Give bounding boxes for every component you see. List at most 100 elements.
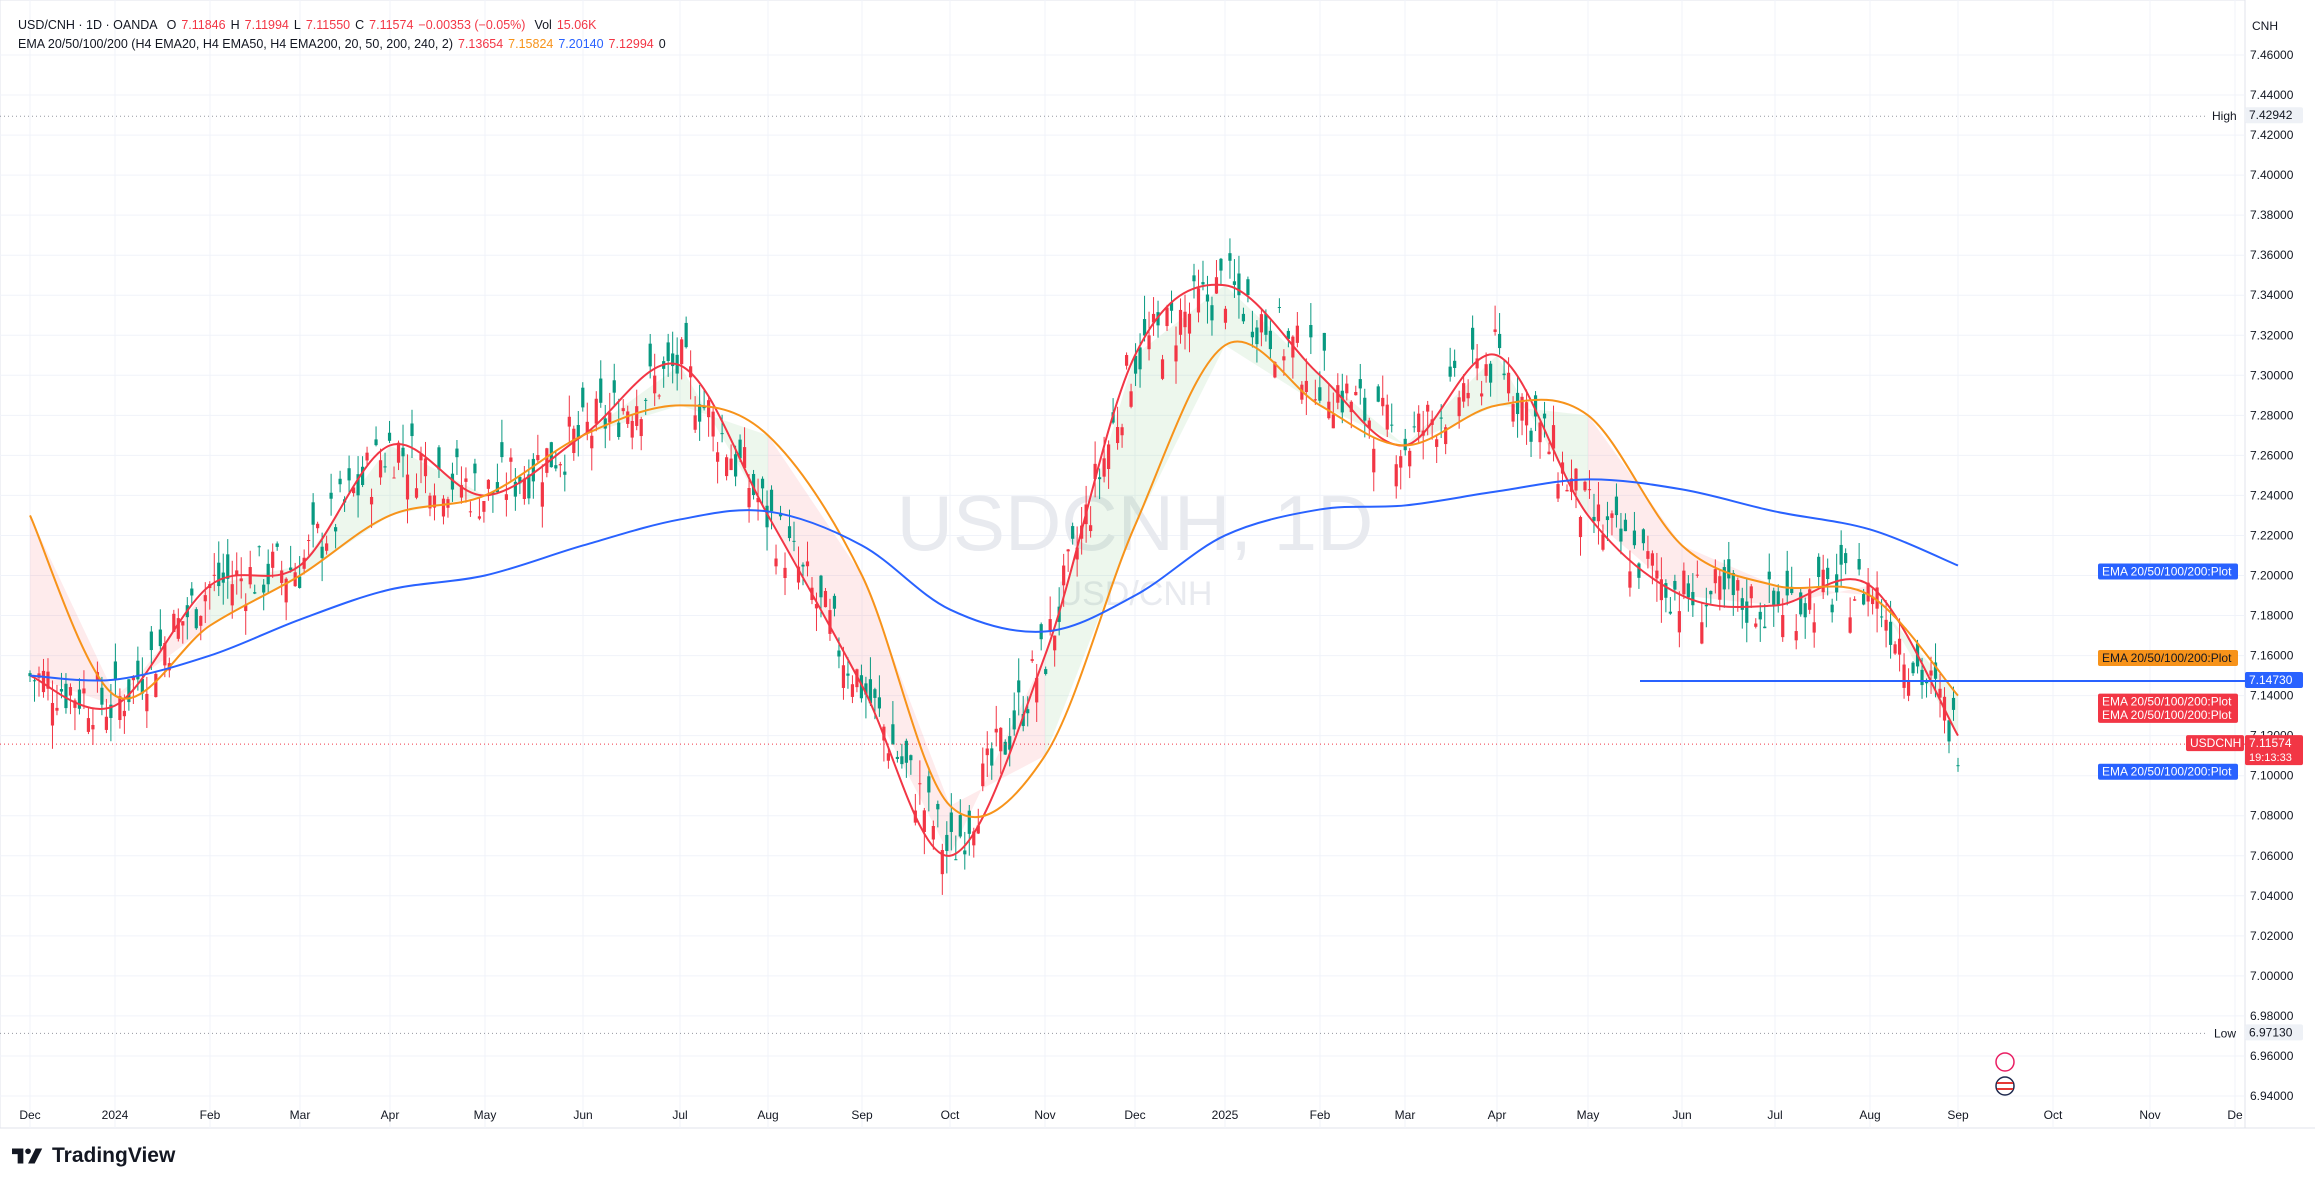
candle-body [1210,305,1214,321]
candle-body [963,850,967,855]
candle-body [1722,567,1726,590]
symbol-title[interactable]: USD/CNH · 1D · OANDA [18,18,158,32]
indicator-title[interactable]: EMA 20/50/100/200 (H4 EMA20, H4 EMA50, H… [18,37,453,51]
candle-body [608,412,612,423]
candle-body [1736,580,1740,591]
hline-price-tag[interactable]: 7.14730 [2245,672,2303,689]
ema-tag-blue-bottom[interactable]: EMA 20/50/100/200:Plot [2098,763,2238,780]
time-tick-label: Aug [757,1108,778,1122]
candle-body [1659,579,1663,601]
us-flag-event-icon[interactable] [1995,1076,2015,1096]
candle-body [1790,586,1794,594]
candle-body [1385,404,1389,430]
price-tick-label: 7.14000 [2250,689,2294,703]
candle-body [450,473,455,490]
candle-body [783,567,787,579]
tradingview-brand[interactable]: TradingView [12,1144,175,1168]
candle-body [145,693,149,712]
candle-body [954,859,958,861]
candle-body [378,460,383,478]
candle-body [387,432,392,441]
candle-body [50,702,55,726]
ema-cloud-segment [1045,355,1135,756]
candle-body [1848,617,1852,633]
candle-body [100,687,104,705]
candle-body [1255,327,1259,345]
candle-body [765,505,769,528]
candle-body [612,380,616,393]
candle-body [837,650,841,657]
price-tick-label: 7.44000 [2250,88,2294,102]
candle-body [311,502,315,525]
price-tick-label: 7.08000 [2250,809,2294,823]
candle-body [1947,720,1951,742]
low-value: 7.11550 [305,18,351,32]
candle-body [1808,589,1812,610]
candle-body [253,592,257,594]
candle-body [873,689,877,698]
candle-body [1772,590,1776,605]
ema-tag-red-2[interactable]: EMA 20/50/100/200:Plot [2098,706,2238,723]
current-symbol-text: USDCNH [2190,736,2241,750]
current-price-tag[interactable]: USDCNH 7.11574 19:13:33 [2186,735,2303,766]
candle-body [945,834,949,851]
candle-body [1758,611,1762,620]
candle-body [814,603,819,609]
candle-body [1875,587,1879,609]
candle-body [1318,387,1322,401]
candle-body [1115,427,1120,444]
candle-body [1466,392,1470,399]
candle-body [1785,570,1789,596]
candle-body [473,463,477,474]
time-tick-label: Aug [1859,1108,1880,1122]
candle-body [1165,307,1169,327]
candle-body [437,447,441,470]
high-label: H [230,18,240,32]
candle-body [266,563,270,585]
candle-body [1444,427,1448,445]
candle-body [432,495,437,508]
ema-tag-red-1[interactable]: EMA 20/50/100/200:Plot [2098,693,2238,710]
current-value-text: 7.11574 [2249,736,2292,750]
candle-body [563,471,567,475]
ema-tag-blue-top[interactable]: EMA 20/50/100/200:Plot [2098,563,2238,580]
candle-body [1686,583,1690,598]
candle-body [999,727,1003,752]
candle-body [1129,391,1133,407]
candle-body [199,616,203,626]
candle-body [59,689,64,692]
ema-tag-orange[interactable]: EMA 20/50/100/200:Plot [2098,649,2238,666]
candle-body [1331,414,1335,429]
candle-body [1399,456,1403,468]
time-tick-label: Mar [290,1108,311,1122]
candle-body [1241,313,1246,322]
candle-body [91,724,95,730]
candle-body [1619,528,1623,542]
candle-body [55,707,59,711]
candle-body [1044,669,1048,674]
flash-event-icon[interactable] [1995,1052,2015,1072]
candle-body [1426,404,1430,412]
candle-body [545,448,549,473]
candle-body [792,540,796,542]
time-tick-label: Mar [1395,1108,1416,1122]
candle-body [1008,736,1012,750]
candle-body [1911,662,1915,674]
candle-body [1614,496,1619,516]
candle-body [684,322,688,348]
currency-label[interactable]: CNH [2252,19,2278,33]
ema200-value: 7.20140 [558,37,604,51]
ema-tag-blue-bottom-text: EMA 20/50/100/200:Plot [2102,765,2232,779]
time-tick-label: Nov [1034,1108,1055,1122]
candle-body [334,527,338,532]
candle-body [262,584,266,593]
candle-body [1363,397,1367,421]
candle-body [796,566,801,583]
candle-body [1448,366,1452,377]
candle-body [1282,356,1286,361]
candle-body [1192,275,1196,282]
candle-body [1781,615,1785,638]
candle-body [307,540,311,542]
